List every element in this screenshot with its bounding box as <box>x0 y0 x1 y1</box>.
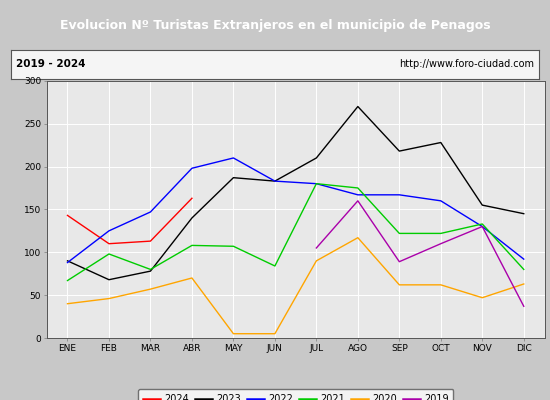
Text: Evolucion Nº Turistas Extranjeros en el municipio de Penagos: Evolucion Nº Turistas Extranjeros en el … <box>60 18 490 32</box>
Text: 2019 - 2024: 2019 - 2024 <box>16 59 86 69</box>
Text: http://www.foro-ciudad.com: http://www.foro-ciudad.com <box>399 59 534 69</box>
Legend: 2024, 2023, 2022, 2021, 2020, 2019: 2024, 2023, 2022, 2021, 2020, 2019 <box>138 389 454 400</box>
